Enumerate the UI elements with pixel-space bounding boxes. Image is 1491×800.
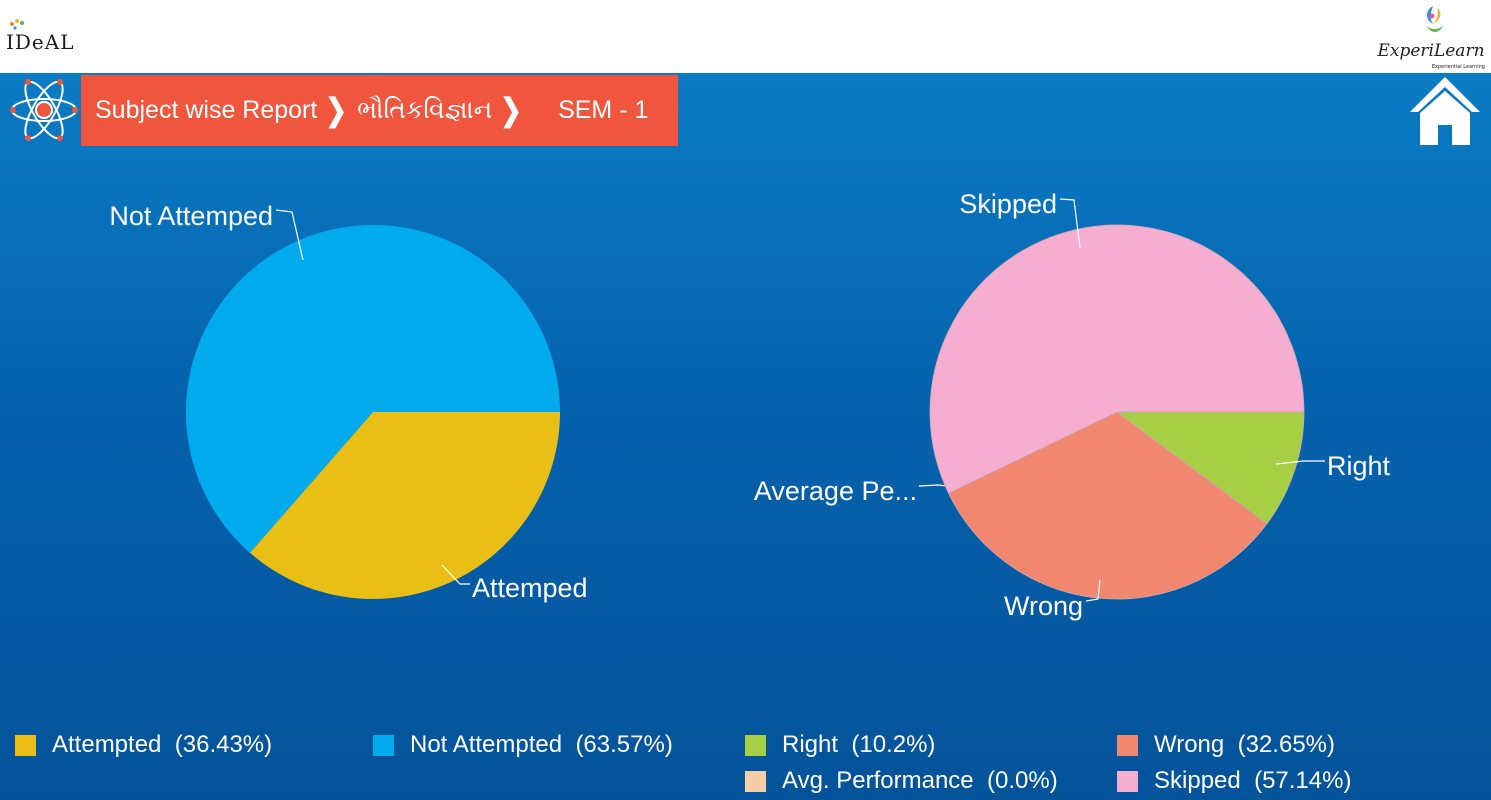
pie-label-leader-line: [1059, 198, 1081, 249]
legend-value: (57.14%): [1254, 767, 1352, 794]
pie-label-not-attempted: Not Attemped: [109, 201, 273, 231]
pie-label-attempted: Attemped: [472, 573, 588, 603]
pie-slice-skipped: [929, 224, 1305, 494]
legend-value: (36.43%): [174, 731, 273, 758]
ideal-logo: IDeAL: [6, 19, 75, 54]
experilearn-tagline: Experiential Learning: [1431, 64, 1485, 70]
ideal-logo-text: IDeAL: [6, 30, 75, 54]
pie-label-right: Right: [1327, 451, 1391, 481]
ideal-logo-mark-icon: [10, 19, 24, 30]
legend-value: (32.65%): [1237, 731, 1335, 758]
chevron-right-icon: ❯: [325, 91, 348, 128]
legend-item-avg-performance: Avg. Performance (0.0%): [745, 767, 1058, 795]
pie-charts: Attemped Not Attemped Right Wrong Average Pe…: [109, 189, 1391, 621]
experilearn-logo: ExperiLearn Experiential Learning: [1375, 4, 1487, 70]
pie-slice-wrong: [947, 411, 1268, 600]
legend-label: Avg. Performance: [782, 767, 974, 794]
pie-label-leader-line: [275, 209, 304, 261]
legend-item-right: Right (10.2%): [745, 731, 935, 759]
pie-label-leader-line: [441, 564, 470, 585]
legend-swatch-right: [745, 734, 766, 756]
legend-swatch-attempted: [15, 734, 36, 756]
legend-swatch-skipped: [1117, 770, 1138, 792]
legend-swatch-not-attempted: [373, 734, 394, 756]
legend-label: Skipped: [1154, 767, 1241, 794]
legend-label: Wrong: [1154, 731, 1225, 758]
legend-value: [161, 731, 174, 759]
pie-label-leader-line: [1275, 460, 1325, 465]
breadcrumb-item-semester: SEM - 1: [558, 96, 649, 124]
legend-swatch-avg-performance: [745, 770, 766, 792]
legend-label: Right: [782, 731, 839, 758]
pie-label-avg-performance: Average Pe...: [754, 476, 917, 506]
breadcrumb-item-subject[interactable]: ભૌતિકવિજ્ઞાન: [357, 96, 493, 124]
legend-value: (10.2%): [851, 731, 936, 758]
pie-label-leader-line: [1085, 579, 1101, 602]
pie-slice-right: [1115, 411, 1305, 525]
breadcrumb-item-subject-report[interactable]: Subject wise Report: [95, 96, 318, 124]
legend-item-skipped: Skipped (57.14%): [1117, 767, 1351, 795]
pie-slice-not-attempted: [186, 224, 561, 553]
experilearn-logo-text: ExperiLearn: [1377, 41, 1485, 61]
legend-item-not-attempted: Not Attempted (63.57%): [373, 731, 673, 759]
legend-item-attempted: Attempted (36.43%): [15, 731, 272, 759]
legend-label: Attempted: [52, 731, 162, 758]
experilearn-logo-mark-icon: [1427, 6, 1443, 32]
pie-slice-attempted: [249, 412, 560, 599]
breadcrumb: Subject wise Report ❯ ભૌતિકવિજ્ઞાન ❯ SEM…: [81, 75, 678, 146]
legend-item-wrong: Wrong (32.65%): [1117, 731, 1335, 759]
app-header: IDeAL ExperiLearn Experiential Learning: [0, 0, 1491, 73]
legend-value: (0.0%): [987, 767, 1058, 794]
home-icon[interactable]: [1408, 75, 1482, 147]
legend-label: Not Attempted: [410, 731, 563, 758]
legend-swatch-wrong: [1117, 734, 1138, 756]
legend-value: (63.57%): [575, 731, 673, 758]
pie-label-wrong: Wrong: [1004, 591, 1083, 621]
atom-icon: [10, 79, 78, 141]
chevron-right-icon: ❯: [500, 91, 523, 128]
pie-label-skipped: Skipped: [959, 189, 1057, 219]
